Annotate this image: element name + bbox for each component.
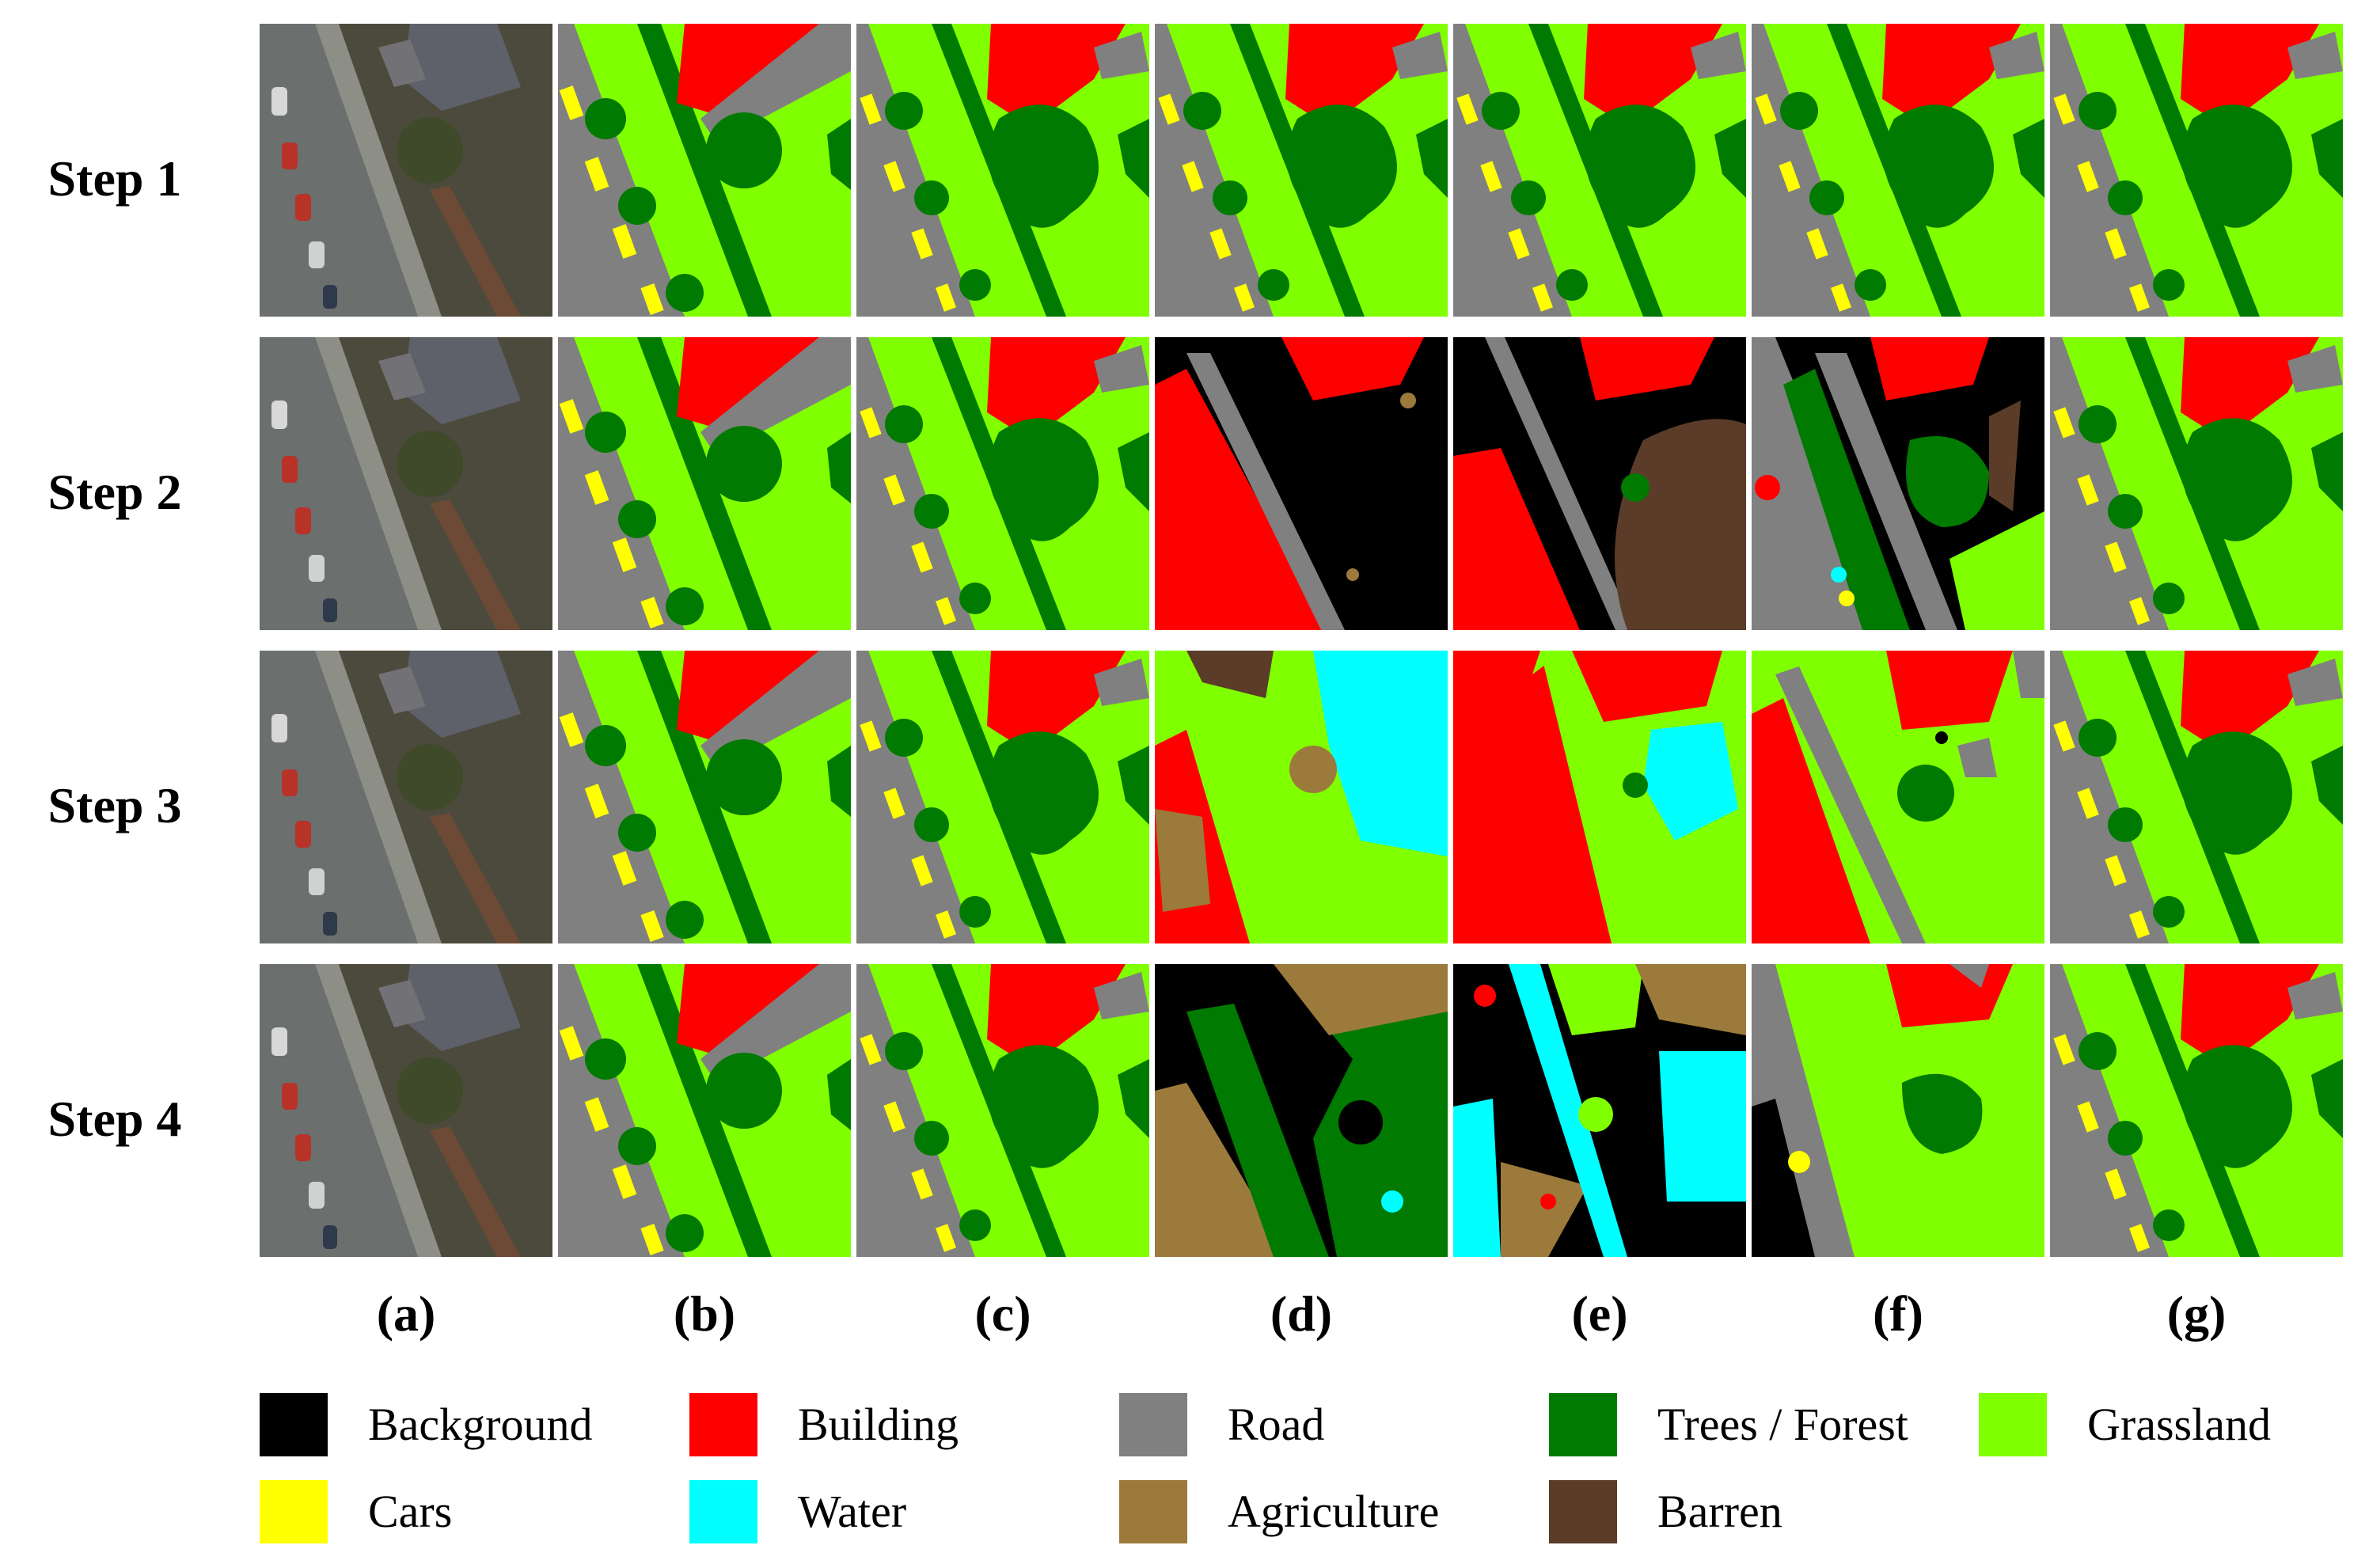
panel-step4-e bbox=[1453, 964, 1746, 1257]
legend-label-barren: Barren bbox=[1657, 1486, 1782, 1537]
panel-step4-a bbox=[260, 964, 552, 1257]
legend-swatch-water bbox=[689, 1480, 757, 1543]
legend-label-background: Background bbox=[368, 1399, 593, 1450]
row-label-step-1: Step 1 bbox=[47, 150, 182, 207]
col-label-g: (g) bbox=[2166, 1285, 2227, 1342]
panel-step4-c bbox=[856, 964, 1149, 1257]
legend-label-cars: Cars bbox=[368, 1486, 453, 1537]
panel-step3-b bbox=[558, 651, 851, 943]
panel-step3-d bbox=[1155, 651, 1448, 943]
col-label-f: (f) bbox=[1873, 1285, 1923, 1342]
legend-swatch-grassland bbox=[1979, 1393, 2047, 1456]
legend-label-water: Water bbox=[798, 1486, 907, 1537]
panel-step3-a bbox=[260, 651, 552, 943]
legend-swatch-cars bbox=[260, 1480, 328, 1543]
panel-step1-b bbox=[558, 24, 851, 317]
legend-swatch-road bbox=[1119, 1393, 1187, 1456]
legend-swatch-building bbox=[689, 1393, 757, 1456]
panel-step1-g bbox=[2050, 24, 2343, 317]
panel-step2-g bbox=[2050, 337, 2343, 630]
panel-step2-b bbox=[558, 337, 851, 630]
panel-step4-g bbox=[2050, 964, 2343, 1257]
row-label-step-4: Step 4 bbox=[47, 1091, 182, 1147]
panel-step2-f bbox=[1752, 337, 2044, 630]
legend-label-agriculture: Agriculture bbox=[1228, 1486, 1440, 1537]
panel-step4-d bbox=[1155, 964, 1448, 1257]
panel-step1-a bbox=[260, 24, 552, 317]
legend-swatch-barren bbox=[1549, 1480, 1617, 1543]
panel-step4-b bbox=[558, 964, 851, 1257]
col-label-e: (e) bbox=[1571, 1285, 1628, 1342]
row-label-step-3: Step 3 bbox=[47, 777, 182, 833]
legend-swatch-background bbox=[260, 1393, 328, 1456]
legend-label-grassland: Grassland bbox=[2087, 1399, 2271, 1450]
panel-step1-e bbox=[1453, 24, 1746, 317]
panel-step3-c bbox=[856, 651, 1149, 943]
panel-step2-c bbox=[856, 337, 1149, 630]
panel-step2-a bbox=[260, 337, 552, 630]
legend-label-building: Building bbox=[798, 1399, 959, 1450]
panel-step1-f bbox=[1752, 24, 2044, 317]
panel-step1-c bbox=[856, 24, 1149, 317]
legend-swatch-agriculture bbox=[1119, 1480, 1187, 1543]
row-label-step-2: Step 2 bbox=[47, 464, 182, 520]
col-label-d: (d) bbox=[1270, 1285, 1333, 1342]
panel-step3-e bbox=[1453, 651, 1746, 943]
panel-step2-d bbox=[1155, 337, 1448, 630]
panel-step2-e bbox=[1453, 337, 1746, 630]
legend-label-road: Road bbox=[1228, 1399, 1325, 1450]
col-label-b: (b) bbox=[673, 1285, 736, 1342]
col-label-c: (c) bbox=[974, 1285, 1031, 1342]
panel-step3-g bbox=[2050, 651, 2343, 943]
panel-step1-d bbox=[1155, 24, 1448, 317]
col-label-a: (a) bbox=[376, 1285, 436, 1342]
legend-label-trees-forest: Trees / Forest bbox=[1657, 1399, 1908, 1450]
panel-step4-f bbox=[1752, 964, 2044, 1257]
legend-swatch-trees-forest bbox=[1549, 1393, 1617, 1456]
panel-step3-f bbox=[1752, 651, 2044, 943]
